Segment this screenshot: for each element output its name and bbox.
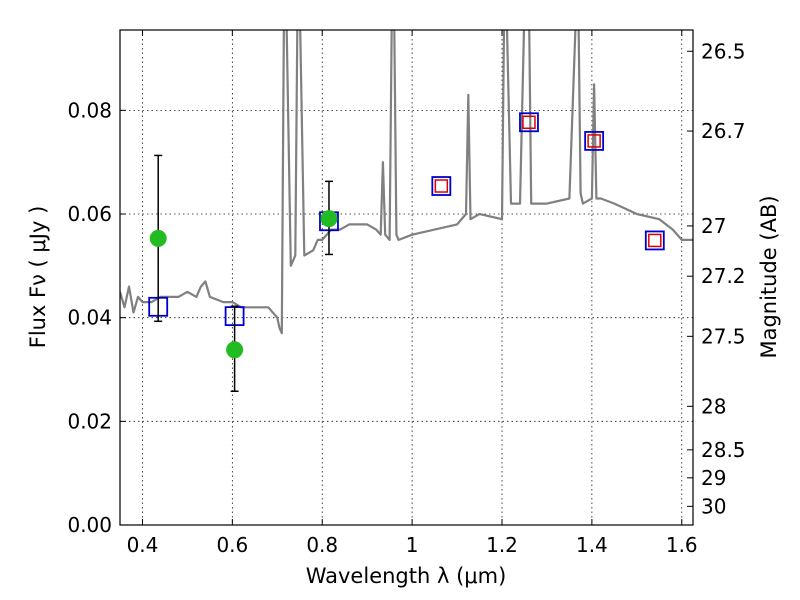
grid-lines [120, 30, 693, 525]
y-tick-label: 0.04 [67, 306, 112, 330]
observed-point [226, 341, 244, 359]
model-photometry-square [584, 131, 605, 151]
model-photometry-square [431, 176, 452, 196]
right-tick-label: 27.2 [701, 264, 746, 288]
model-photometry-square [519, 112, 539, 133]
y-axis-right: 26.5 26.7 27 27.2 27.5 28 28.5 29 30 [687, 39, 746, 518]
x-tick-label: 0.6 [216, 533, 248, 557]
right-tick-label: 26.5 [701, 39, 746, 63]
x-tick-label: 1 [406, 533, 419, 557]
observed-point [320, 210, 338, 228]
model-inner-square [587, 134, 601, 148]
x-axis: 0.4 0.6 0.8 1 1.2 1.4 1.6 [127, 30, 698, 557]
y-tick-label: 0.02 [67, 409, 112, 433]
plot-area [120, 30, 693, 393]
right-tick-label: 29 [701, 466, 726, 490]
right-tick-label: 28 [701, 394, 726, 418]
x-tick-label: 1.6 [666, 533, 698, 557]
observed-point [149, 229, 167, 247]
y-tick-label: 0.00 [67, 513, 112, 537]
plot-frame [119, 29, 694, 526]
y-axis-left: 0.00 0.02 0.04 0.06 0.08 [67, 98, 126, 537]
model-inner-square [522, 115, 536, 130]
x-tick-label: 1.2 [486, 533, 518, 557]
y-axis-right-label: Magnitude (AB) [757, 195, 781, 358]
y-tick-label: 0.06 [67, 202, 112, 226]
x-tick-label: 0.8 [306, 533, 338, 557]
model-inner-square [434, 179, 449, 193]
model-inner-square [648, 233, 662, 248]
right-tick-label: 27.5 [701, 324, 746, 348]
x-tick-label: 1.4 [576, 533, 608, 557]
model-photometry-square [644, 230, 665, 251]
x-axis-label: Wavelength λ (μm) [306, 564, 507, 588]
x-tick-label: 0.4 [127, 533, 159, 557]
model-spectrum-line [120, 30, 693, 335]
right-tick-label: 28.5 [701, 438, 746, 462]
y-axis-label: Flux Fν ( μJy ) [26, 206, 50, 349]
right-tick-label: 27 [701, 214, 726, 238]
right-tick-label: 30 [701, 494, 726, 518]
y-tick-label: 0.08 [67, 98, 112, 122]
right-tick-label: 26.7 [701, 119, 746, 143]
